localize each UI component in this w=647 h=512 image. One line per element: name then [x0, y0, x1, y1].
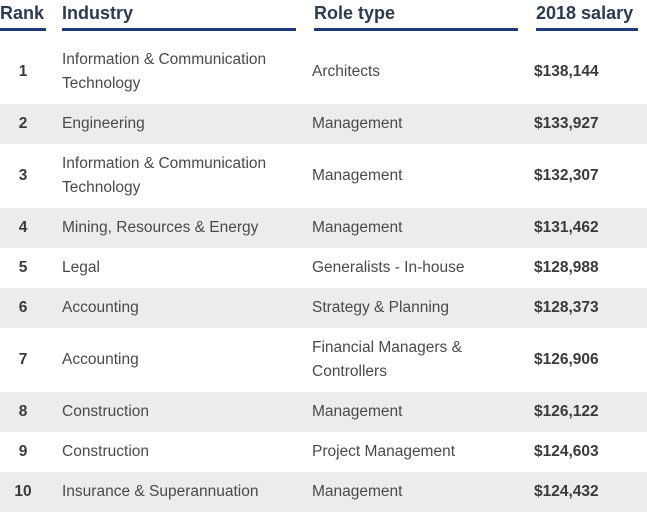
table-row: 2 Engineering Management $133,927: [0, 104, 647, 144]
header-rank: Rank: [0, 0, 46, 40]
rank-cell: 1: [18, 63, 28, 80]
table-header: Rank Industry Role type 2018 salary: [0, 0, 647, 40]
table-row: 3 Information & Communication Technology…: [0, 144, 647, 208]
header-role-type: Role type: [314, 0, 518, 40]
header-industry-label: Industry: [62, 3, 134, 23]
industry-cell: Legal: [62, 259, 100, 276]
industry-cell: Accounting: [62, 299, 139, 316]
salary-cell: $133,927: [534, 115, 599, 132]
header-underline: [314, 28, 518, 31]
salary-cell: $124,432: [534, 483, 599, 500]
table-row: 1 Information & Communication Technology…: [0, 40, 647, 104]
header-salary: 2018 salary: [536, 0, 638, 40]
industry-cell: Engineering: [62, 115, 145, 132]
salary-cell: $126,122: [534, 403, 599, 420]
header-industry: Industry: [62, 0, 296, 40]
rank-cell: 7: [18, 351, 28, 368]
header-role-type-label: Role type: [314, 3, 396, 23]
header-underline: [0, 28, 46, 31]
role-cell: Management: [312, 403, 403, 420]
rank-cell: 10: [14, 483, 32, 500]
table-row: 8 Construction Management $126,122: [0, 392, 647, 432]
salary-cell: $128,988: [534, 259, 599, 276]
table-row: 6 Accounting Strategy & Planning $128,37…: [0, 288, 647, 328]
rank-cell: 6: [18, 299, 28, 316]
role-cell: Project Management: [312, 443, 456, 460]
salary-cell: $124,603: [534, 443, 599, 460]
table-row: 10 Insurance & Superannuation Management…: [0, 472, 647, 512]
role-cell: Management: [312, 115, 403, 132]
industry-cell: Accounting: [62, 351, 139, 368]
industry-cell: Information & Communication Technology: [62, 155, 267, 196]
rank-cell: 5: [18, 259, 28, 276]
salary-cell: $126,906: [534, 351, 599, 368]
role-cell: Management: [312, 167, 403, 184]
salary-cell: $131,462: [534, 219, 599, 236]
role-cell: Financial Managers & Controllers: [312, 339, 462, 380]
industry-cell: Mining, Resources & Energy: [62, 219, 259, 236]
header-rank-label: Rank: [0, 3, 45, 23]
rank-cell: 8: [18, 403, 28, 420]
header-underline: [536, 28, 638, 31]
table-row: 5 Legal Generalists - In-house $128,988: [0, 248, 647, 288]
salary-cell: $128,373: [534, 299, 599, 316]
table-row: 4 Mining, Resources & Energy Management …: [0, 208, 647, 248]
salary-cell: $132,307: [534, 167, 599, 184]
industry-cell: Insurance & Superannuation: [62, 483, 259, 500]
role-cell: Architects: [312, 63, 381, 80]
industry-cell: Information & Communication Technology: [62, 51, 267, 92]
rank-cell: 2: [18, 115, 28, 132]
table-body: 1 Information & Communication Technology…: [0, 40, 647, 512]
rank-cell: 3: [18, 167, 28, 184]
role-cell: Strategy & Planning: [312, 299, 450, 316]
role-cell: Management: [312, 483, 403, 500]
rank-cell: 9: [18, 443, 28, 460]
role-cell: Generalists - In-house: [312, 259, 465, 276]
industry-cell: Construction: [62, 443, 150, 460]
rank-cell: 4: [18, 219, 28, 236]
table-row: 9 Construction Project Management $124,6…: [0, 432, 647, 472]
salary-cell: $138,144: [534, 63, 599, 80]
industry-cell: Construction: [62, 403, 150, 420]
header-underline: [62, 28, 296, 31]
header-salary-label: 2018 salary: [536, 3, 634, 23]
role-cell: Management: [312, 219, 403, 236]
table-row: 7 Accounting Financial Managers & Contro…: [0, 328, 647, 392]
